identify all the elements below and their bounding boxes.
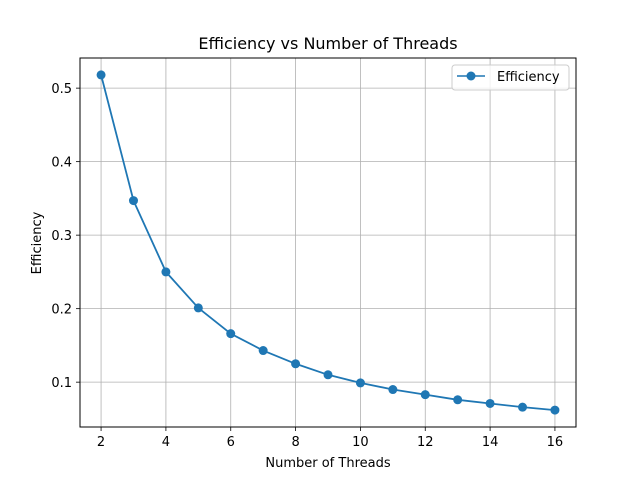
grid [80, 58, 576, 427]
plot-frame [79, 57, 577, 428]
y-tick-label: 0.1 [51, 376, 72, 391]
data-point [291, 359, 301, 369]
data-point [420, 390, 430, 400]
x-tick-label: 12 [417, 435, 434, 450]
legend-marker-swatch [466, 71, 476, 81]
x-tick-label: 6 [227, 435, 235, 450]
data-point [258, 346, 268, 356]
y-axis-title: Efficiency [30, 211, 45, 274]
x-tick-label: 4 [162, 435, 170, 450]
data-point [193, 303, 203, 313]
data-point [323, 370, 333, 380]
x-tick-label: 2 [97, 435, 105, 450]
data-point [518, 402, 528, 412]
data-point [161, 267, 171, 277]
x-tick-label: 8 [291, 435, 299, 450]
x-tick-label: 10 [352, 435, 369, 450]
x-axis-title: Number of Threads [265, 456, 390, 471]
series [96, 70, 560, 415]
ticks: 2 4 6 8 10 12 14 16 0.1 0.2 0.3 0.4 0.5 [51, 82, 563, 450]
data-point [226, 329, 236, 339]
data-point [96, 70, 106, 80]
y-tick-label: 0.5 [51, 82, 72, 97]
data-point [453, 395, 463, 405]
y-tick-label: 0.2 [51, 303, 72, 318]
legend-box [451, 64, 570, 91]
data-point [128, 196, 138, 206]
x-tick-label: 16 [547, 435, 564, 450]
chart-title: Efficiency vs Number of Threads [198, 34, 457, 53]
y-tick-label: 0.4 [51, 156, 72, 171]
data-point [355, 378, 365, 388]
data-point [550, 405, 560, 415]
x-tick-label: 14 [482, 435, 499, 450]
legend: Efficiency [451, 64, 570, 91]
data-point [485, 398, 495, 408]
data-point [388, 385, 398, 395]
y-tick-label: 0.3 [51, 229, 72, 244]
legend-entry-efficiency: Efficiency [497, 70, 560, 85]
